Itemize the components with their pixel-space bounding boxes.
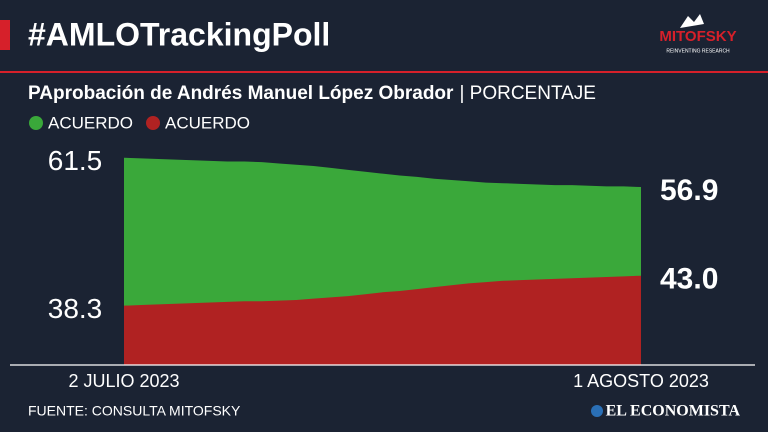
start-value-label: 61.5 xyxy=(48,145,103,176)
area xyxy=(124,275,641,365)
chart-title: #AMLOTrackingPoll xyxy=(28,16,330,52)
publisher-icon xyxy=(591,405,603,417)
logo: MITOFSKY REINVENTING RESEARCH xyxy=(659,14,737,54)
plot xyxy=(124,157,641,365)
legend: ACUERDO ACUERDO xyxy=(29,113,250,132)
end-value-label: 43.0 xyxy=(660,263,718,296)
source: FUENTE: CONSULTA MITOFSKY xyxy=(28,403,241,419)
subtitle: PAprobación de Andrés Manuel López Obrad… xyxy=(28,83,596,104)
x-tick-label: 1 AGOSTO 2023 xyxy=(573,371,709,391)
legend-label: ACUERDO xyxy=(48,113,133,132)
unit-label: | PORCENTAJE xyxy=(459,83,596,104)
start-value-label: 38.3 xyxy=(48,293,103,324)
legend-swatch xyxy=(29,116,43,130)
end-value-label: 56.9 xyxy=(660,174,718,207)
logo-icon xyxy=(680,14,704,28)
subtitle-main: PAprobación de Andrés Manuel López Obrad… xyxy=(28,83,454,104)
logo-text: MITOFSKY xyxy=(659,28,736,45)
legend-label: ACUERDO xyxy=(165,113,250,132)
publisher: EL ECONOMISTA xyxy=(606,403,741,420)
title-accent xyxy=(0,20,10,50)
logo-tagline: REINVENTING RESEARCH xyxy=(666,48,730,54)
x-tick-label: 2 JULIO 2023 xyxy=(68,371,179,391)
legend-swatch xyxy=(146,116,161,130)
